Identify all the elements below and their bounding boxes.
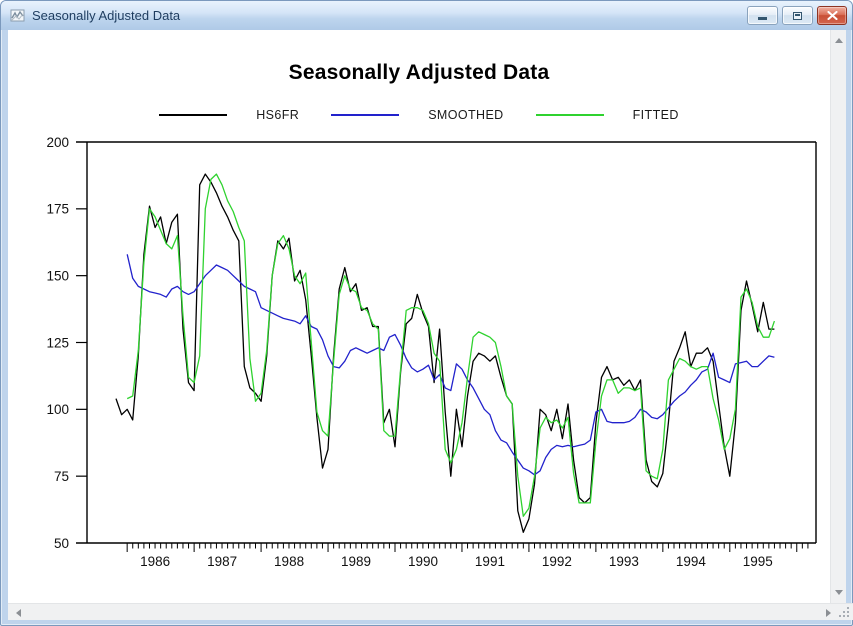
y-axis-label: 175 bbox=[46, 202, 69, 217]
x-axis-label: 1994 bbox=[676, 554, 707, 569]
graph-icon bbox=[10, 9, 26, 23]
y-axis-label: 150 bbox=[46, 268, 69, 283]
legend-item-smoothed: SMOOTHED bbox=[331, 108, 503, 122]
legend-label-hs6fr: HS6FR bbox=[256, 108, 300, 122]
x-axis-label: 1989 bbox=[341, 554, 371, 569]
legend-label-fitted: FITTED bbox=[632, 108, 679, 122]
scroll-up-button[interactable] bbox=[831, 32, 847, 49]
legend-line-fitted bbox=[535, 114, 604, 116]
x-axis-label: 1995 bbox=[743, 554, 773, 569]
minimize-button[interactable] bbox=[747, 6, 778, 25]
horizontal-scrollbar[interactable] bbox=[8, 603, 853, 620]
close-button[interactable] bbox=[817, 6, 847, 25]
chart-legend: HS6FR SMOOTHED FITTED bbox=[8, 107, 830, 123]
legend-item-hs6fr: HS6FR bbox=[159, 108, 299, 122]
legend-item-fitted: FITTED bbox=[535, 108, 679, 122]
titlebar[interactable]: Seasonally Adjusted Data bbox=[1, 1, 852, 30]
x-axis-label: 1987 bbox=[207, 554, 237, 569]
plot: 200 175 150 125 100 75 50 1986 1987 1988 1989 1990 1… bbox=[46, 135, 817, 569]
resize-grip-icon[interactable] bbox=[838, 606, 851, 619]
x-axis-label: 1992 bbox=[542, 554, 572, 569]
down-arrow-icon bbox=[835, 590, 843, 595]
series-line-smoothed bbox=[126, 254, 775, 476]
restore-button[interactable] bbox=[782, 6, 813, 25]
right-arrow-icon bbox=[825, 608, 831, 617]
left-arrow-icon bbox=[15, 608, 21, 617]
vertical-scrollbar[interactable] bbox=[830, 30, 846, 603]
x-axis-label: 1986 bbox=[140, 554, 170, 569]
close-icon bbox=[826, 7, 838, 25]
y-axis-label: 50 bbox=[54, 536, 69, 551]
x-axis-label: 1988 bbox=[274, 554, 304, 569]
window-title: Seasonally Adjusted Data bbox=[32, 8, 181, 23]
scroll-down-button[interactable] bbox=[831, 584, 847, 601]
legend-line-smoothed bbox=[331, 114, 400, 116]
y-axis-label: 100 bbox=[46, 402, 69, 417]
x-axis-label: 1990 bbox=[408, 554, 438, 569]
series-line-hs6fr bbox=[115, 173, 775, 533]
y-axis-label: 125 bbox=[46, 335, 69, 350]
legend-line-hs6fr bbox=[159, 114, 228, 116]
minimize-icon bbox=[758, 16, 767, 20]
scroll-right-button[interactable] bbox=[820, 604, 836, 621]
restore-icon bbox=[793, 11, 802, 20]
scroll-left-button[interactable] bbox=[10, 604, 26, 621]
chart-title: Seasonally Adjusted Data bbox=[288, 61, 550, 84]
window-controls bbox=[743, 6, 847, 25]
chart-area: Seasonally Adjusted Data HS6FR SMOOTHED … bbox=[8, 30, 830, 603]
series-line-fitted bbox=[126, 173, 776, 517]
up-arrow-icon bbox=[835, 38, 843, 43]
x-axis-label: 1993 bbox=[609, 554, 639, 569]
x-axis-label: 1991 bbox=[475, 554, 505, 569]
plot-frame bbox=[76, 141, 817, 544]
legend-label-smoothed: SMOOTHED bbox=[428, 108, 504, 122]
y-axis-label: 75 bbox=[54, 469, 69, 484]
y-axis-label: 200 bbox=[46, 135, 69, 150]
